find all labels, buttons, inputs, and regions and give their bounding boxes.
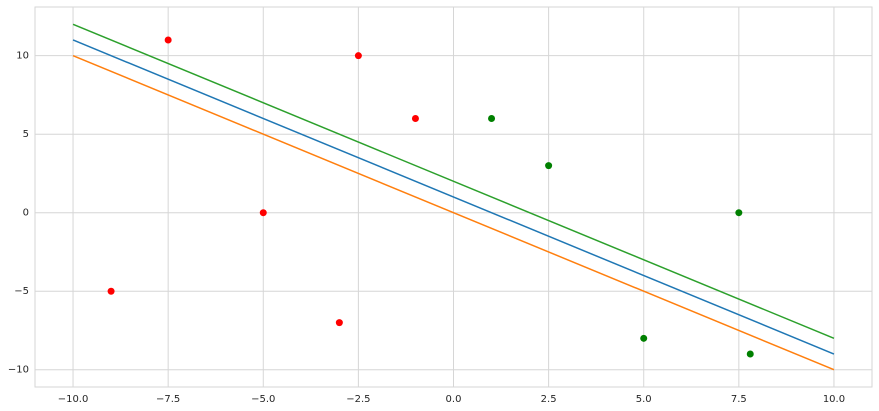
x-tick-label: −2.5 bbox=[346, 394, 370, 405]
point bbox=[545, 162, 553, 170]
y-tick-label: −10 bbox=[8, 365, 29, 376]
x-tick-label: −7.5 bbox=[156, 394, 180, 405]
point bbox=[735, 209, 743, 217]
point bbox=[746, 350, 754, 358]
point bbox=[259, 209, 267, 217]
point bbox=[640, 334, 648, 342]
y-tick-label: 0 bbox=[23, 208, 29, 219]
x-tick-label: 10.0 bbox=[823, 394, 845, 405]
point bbox=[107, 287, 115, 295]
x-tick-label: −5.0 bbox=[251, 394, 275, 405]
point bbox=[488, 114, 496, 122]
x-tick-label: 5.0 bbox=[636, 394, 652, 405]
x-tick-label: 2.5 bbox=[541, 394, 557, 405]
point bbox=[354, 52, 362, 60]
point bbox=[411, 114, 419, 122]
x-tick-label: 7.5 bbox=[731, 394, 747, 405]
plot-frame bbox=[34, 6, 873, 388]
x-tick-label: −10.0 bbox=[58, 394, 89, 405]
line bbox=[72, 23, 835, 340]
y-tick-label: 10 bbox=[16, 51, 29, 62]
line bbox=[72, 54, 835, 371]
line bbox=[72, 39, 835, 355]
y-tick-label: −5 bbox=[14, 286, 29, 297]
y-tick-label: 5 bbox=[23, 129, 29, 140]
point bbox=[164, 36, 172, 44]
point bbox=[335, 319, 343, 327]
x-tick-label: 0.0 bbox=[446, 394, 462, 405]
